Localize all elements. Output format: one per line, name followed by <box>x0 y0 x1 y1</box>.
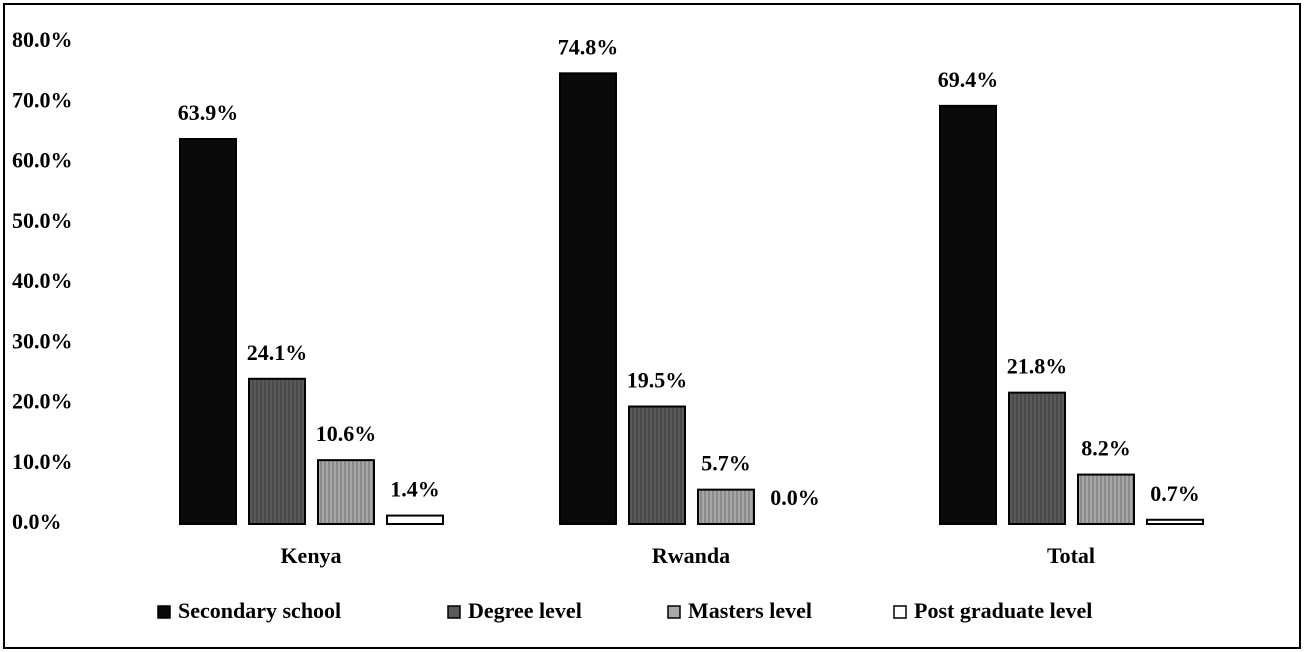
x-tick-label: Total <box>1047 543 1095 568</box>
y-tick-label: 70.0% <box>12 87 73 112</box>
legend-swatch <box>447 605 461 619</box>
value-label: 74.8% <box>558 34 619 59</box>
x-tick-label: Kenya <box>280 543 341 568</box>
bar-texture <box>1078 474 1134 524</box>
bar <box>559 72 617 526</box>
x-tick-label: Rwanda <box>652 543 730 568</box>
value-label: 0.0% <box>770 485 820 510</box>
y-tick-label: 10.0% <box>12 449 73 474</box>
value-label: 63.9% <box>178 100 239 125</box>
y-tick-label: 30.0% <box>12 328 73 353</box>
value-label: 69.4% <box>938 67 999 92</box>
legend-label: Post graduate level <box>914 598 1092 623</box>
bar-texture <box>318 460 374 524</box>
bar <box>939 104 997 526</box>
value-label: 10.6% <box>316 421 377 446</box>
bar-texture <box>629 406 685 524</box>
bar-texture <box>249 378 305 524</box>
value-label: 19.5% <box>627 368 688 393</box>
y-tick-label: 40.0% <box>12 268 73 293</box>
legend-swatch <box>667 605 681 619</box>
bar <box>179 138 237 525</box>
value-label: 0.7% <box>1150 481 1200 506</box>
value-label: 24.1% <box>247 340 308 365</box>
legend-swatch <box>893 605 907 619</box>
value-label: 1.4% <box>390 477 440 502</box>
bar <box>386 514 444 526</box>
y-tick-label: 20.0% <box>12 389 73 414</box>
y-tick-label: 60.0% <box>12 148 73 173</box>
value-label: 21.8% <box>1007 354 1068 379</box>
bar-texture <box>1009 392 1065 524</box>
y-tick-label: 80.0% <box>12 27 73 52</box>
y-tick-label: 50.0% <box>12 208 73 233</box>
chart-border <box>3 3 1301 649</box>
legend-label: Degree level <box>468 598 582 623</box>
value-label: 5.7% <box>701 451 751 476</box>
legend-label: Secondary school <box>178 598 341 623</box>
legend-label: Masters level <box>688 598 812 623</box>
bar-texture <box>698 489 754 524</box>
value-label: 8.2% <box>1081 436 1131 461</box>
y-tick-label: 0.0% <box>12 509 62 534</box>
bar <box>1146 518 1204 525</box>
legend-swatch <box>157 605 171 619</box>
